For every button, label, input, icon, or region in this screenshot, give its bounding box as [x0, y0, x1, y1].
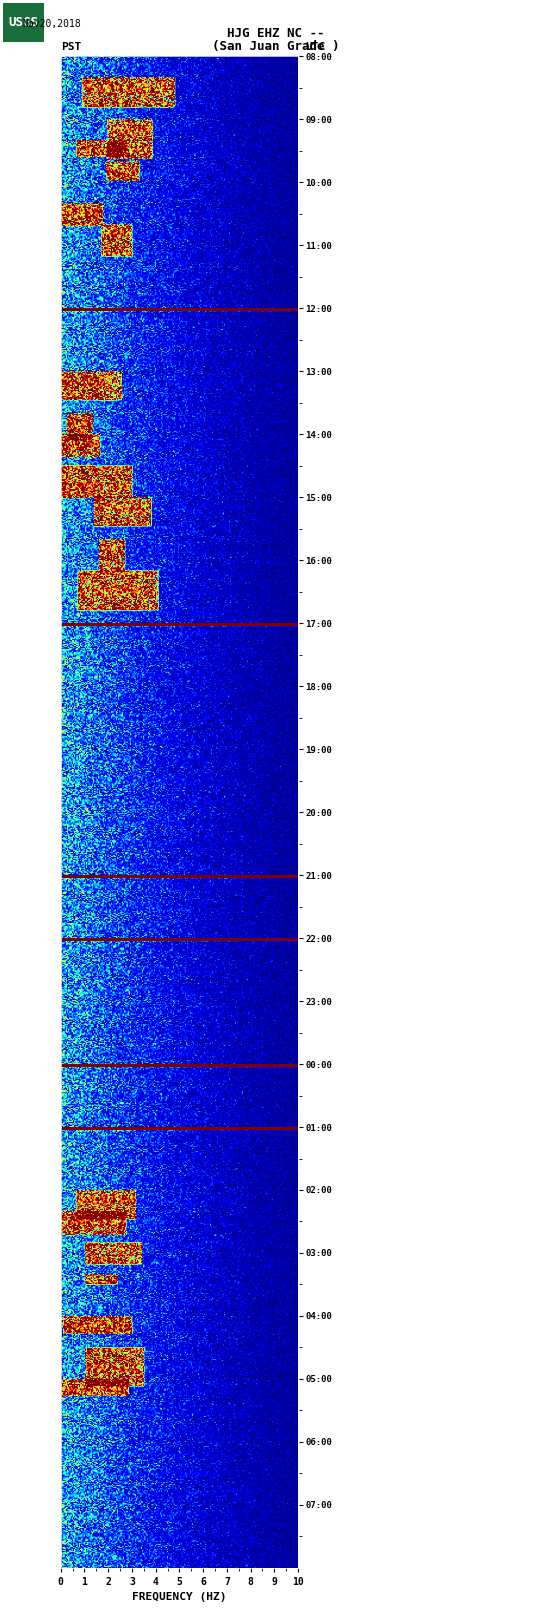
- Text: (San Juan Grade ): (San Juan Grade ): [213, 40, 339, 53]
- Text: USGS: USGS: [8, 16, 39, 29]
- X-axis label: FREQUENCY (HZ): FREQUENCY (HZ): [132, 1592, 227, 1602]
- Text: HJG EHZ NC --: HJG EHZ NC --: [227, 27, 325, 40]
- Text: UTC: UTC: [305, 42, 326, 52]
- Text: PST: PST: [61, 42, 81, 52]
- Text: Nov20,2018: Nov20,2018: [22, 19, 81, 29]
